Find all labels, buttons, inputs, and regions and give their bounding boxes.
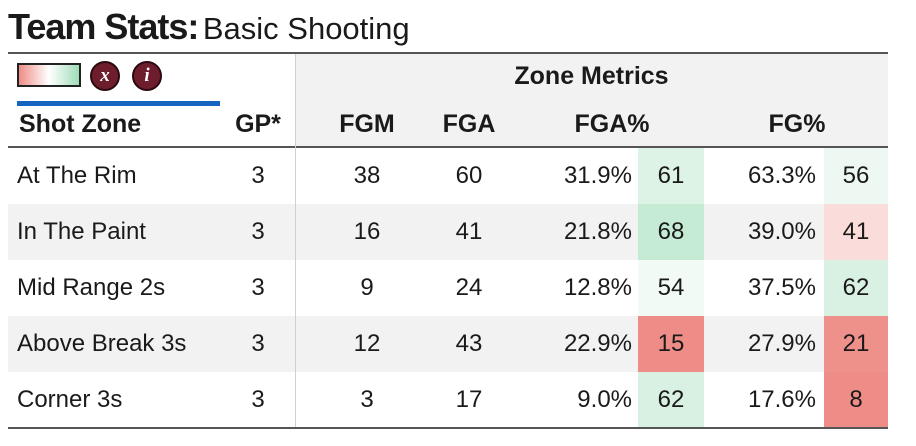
group-header-background	[295, 54, 888, 146]
cell-fga-pct: 9.0%	[577, 386, 632, 413]
cell-fga: 41	[455, 218, 483, 245]
cell-fga: 24	[455, 274, 483, 301]
column-header-gp[interactable]: GP*	[235, 110, 281, 138]
cell-fg-rank: 21	[824, 316, 888, 372]
cell-zone: Mid Range 2s	[17, 274, 166, 301]
cell-fg-rank: 62	[824, 260, 888, 316]
cell-fgm: 3	[360, 386, 374, 413]
cell-gp: 3	[251, 162, 265, 189]
cell-zone: Corner 3s	[17, 386, 123, 413]
sort-indicator-bar	[17, 101, 220, 106]
cell-fga-pct: 22.9%	[563, 330, 632, 357]
column-divider	[295, 54, 296, 428]
cell-fg-pct: 17.6%	[747, 386, 816, 413]
cell-fga: 17	[455, 386, 483, 413]
cell-fga-rank: 68	[638, 204, 704, 260]
title-bold: Team Stats:	[8, 6, 199, 47]
cell-fga-pct: 31.9%	[563, 162, 632, 189]
cell-fga: 43	[455, 330, 483, 357]
cell-fg-rank: 56	[824, 148, 888, 204]
cell-fga-rank: 61	[638, 148, 704, 204]
bottom-rule	[8, 427, 888, 429]
cell-zone: In The Paint	[17, 218, 146, 245]
column-header-fga-pct[interactable]: FGA%	[574, 110, 650, 138]
header-rule	[8, 146, 888, 148]
cell-fgm: 16	[353, 218, 381, 245]
cell-fg-rank: 8	[824, 372, 888, 428]
cell-fgm: 38	[353, 162, 381, 189]
table-row: At The Rim 3 38 60 31.9% 61 63.3% 56	[8, 148, 888, 204]
info-button[interactable]: i	[132, 61, 162, 91]
clear-button[interactable]: x	[90, 61, 120, 91]
cell-zone: At The Rim	[17, 162, 137, 189]
page-title: Team Stats: Basic Shooting	[8, 6, 410, 50]
cell-zone: Above Break 3s	[17, 330, 187, 357]
title-light: Basic Shooting	[202, 11, 410, 46]
cell-fg-pct: 63.3%	[747, 162, 816, 189]
cell-fga-rank: 15	[638, 316, 704, 372]
cell-fga: 60	[455, 162, 483, 189]
cell-gp: 3	[251, 386, 265, 413]
table-row: In The Paint 3 16 41 21.8% 68 39.0% 41	[8, 204, 888, 260]
cell-fgm: 9	[360, 274, 374, 301]
cell-fga-rank: 54	[638, 260, 704, 316]
cell-fg-pct: 39.0%	[747, 218, 816, 245]
cell-fga-rank: 62	[638, 372, 704, 428]
column-header-fg-pct[interactable]: FG%	[768, 110, 826, 138]
cell-fg-pct: 37.5%	[747, 274, 816, 301]
cell-gp: 3	[251, 218, 265, 245]
cell-gp: 3	[251, 330, 265, 357]
top-rule	[8, 52, 888, 54]
cell-fga-pct: 21.8%	[563, 218, 632, 245]
column-header-fga[interactable]: FGA	[442, 110, 496, 138]
cell-fga-pct: 12.8%	[563, 274, 632, 301]
cell-fg-rank: 41	[824, 204, 888, 260]
column-header-fgm[interactable]: FGM	[339, 110, 395, 138]
cell-fg-pct: 27.9%	[747, 330, 816, 357]
color-scale-legend	[17, 63, 81, 87]
cell-gp: 3	[251, 274, 265, 301]
table-row: Above Break 3s 3 12 43 22.9% 15 27.9% 21	[8, 316, 888, 372]
table-row: Mid Range 2s 3 9 24 12.8% 54 37.5% 62	[8, 260, 888, 316]
cell-fgm: 12	[353, 330, 381, 357]
group-header-zone-metrics: Zone Metrics	[514, 62, 669, 90]
table-row: Corner 3s 3 3 17 9.0% 62 17.6% 8	[8, 372, 888, 428]
column-header-shot-zone[interactable]: Shot Zone	[19, 110, 142, 138]
